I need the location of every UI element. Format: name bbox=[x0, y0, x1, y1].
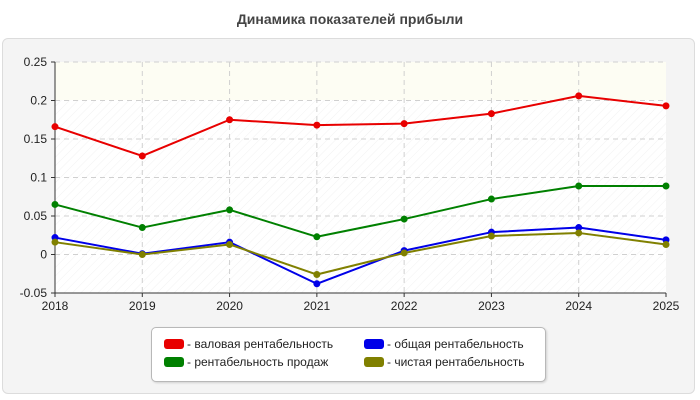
series-line bbox=[54, 226, 667, 285]
legend: - валовая рентабельность - общая рентабе… bbox=[151, 327, 546, 382]
data-point bbox=[138, 224, 146, 232]
x-tick-label: 2018 bbox=[42, 299, 69, 313]
y-tick-label: 0.25 bbox=[24, 55, 48, 69]
legend-swatch bbox=[364, 357, 384, 367]
y-tick-label: 0.1 bbox=[30, 171, 47, 185]
series-line bbox=[54, 94, 667, 157]
legend-label: - рентабельность продаж bbox=[187, 355, 329, 369]
data-point bbox=[400, 120, 408, 128]
data-point bbox=[313, 121, 321, 129]
data-point bbox=[487, 110, 495, 118]
data-point bbox=[313, 233, 321, 241]
data-point bbox=[662, 240, 670, 248]
x-tick-label: 2022 bbox=[391, 299, 418, 313]
data-point bbox=[400, 249, 408, 257]
y-tick-label: 0.05 bbox=[24, 209, 48, 223]
legend-label: - валовая рентабельность bbox=[187, 337, 334, 351]
series-line bbox=[54, 184, 666, 238]
data-point bbox=[313, 280, 321, 288]
y-tick-label: -0.05 bbox=[20, 286, 48, 300]
data-point bbox=[575, 92, 583, 100]
data-point bbox=[138, 152, 146, 160]
x-tick-label: 2025 bbox=[653, 299, 680, 313]
legend-item: - валовая рентабельность bbox=[164, 336, 333, 352]
data-point bbox=[575, 182, 583, 190]
data-point bbox=[487, 232, 495, 240]
plot-band-top bbox=[55, 62, 666, 100]
data-point bbox=[662, 182, 670, 190]
data-point bbox=[400, 215, 408, 223]
data-point bbox=[51, 200, 59, 208]
x-tick-label: 2024 bbox=[565, 299, 592, 313]
data-point bbox=[226, 116, 234, 124]
legend-label: - общая рентабельность bbox=[387, 337, 524, 351]
data-point bbox=[51, 123, 59, 131]
x-tick-label: 2020 bbox=[216, 299, 243, 313]
y-tick-label: 0 bbox=[40, 248, 47, 262]
x-tick-label: 2021 bbox=[304, 299, 331, 313]
legend-item: - чистая рентабельность bbox=[364, 354, 524, 370]
legend-swatch bbox=[164, 357, 184, 367]
data-point bbox=[51, 238, 59, 246]
data-point bbox=[662, 102, 670, 110]
data-point bbox=[226, 206, 234, 214]
data-point bbox=[487, 195, 495, 203]
data-point bbox=[313, 271, 321, 279]
series-line bbox=[54, 231, 667, 276]
data-point bbox=[226, 240, 234, 248]
data-point bbox=[575, 229, 583, 237]
legend-swatch bbox=[164, 339, 184, 349]
legend-swatch bbox=[364, 339, 384, 349]
legend-label: - чистая рентабельность bbox=[387, 355, 525, 369]
x-tick-label: 2023 bbox=[478, 299, 505, 313]
chart-title: Динамика показателей прибыли bbox=[236, 11, 464, 27]
y-tick-label: 0.15 bbox=[24, 132, 48, 146]
legend-item: - рентабельность продаж bbox=[164, 354, 328, 370]
x-tick-label: 2019 bbox=[129, 299, 156, 313]
y-tick-label: 0.2 bbox=[30, 94, 47, 108]
legend-item: - общая рентабельность bbox=[364, 336, 524, 352]
data-point bbox=[138, 251, 146, 258]
